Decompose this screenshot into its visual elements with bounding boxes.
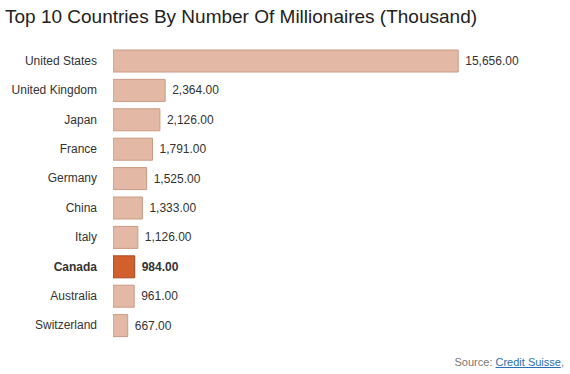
svg-text:2,364.00: 2,364.00 — [172, 83, 219, 97]
svg-text:1,333.00: 1,333.00 — [149, 201, 196, 215]
svg-text:Australia: Australia — [50, 289, 97, 303]
svg-text:Canada: Canada — [54, 260, 98, 274]
svg-text:Germany: Germany — [48, 171, 97, 185]
svg-text:Italy: Italy — [75, 230, 97, 244]
svg-text:1,126.00: 1,126.00 — [145, 230, 192, 244]
svg-text:United Kingdom: United Kingdom — [12, 83, 97, 97]
svg-text:Japan: Japan — [64, 113, 97, 127]
svg-text:667.00: 667.00 — [135, 319, 172, 333]
svg-text:984.00: 984.00 — [142, 260, 179, 274]
html-text:Top 10 Countries By Number Of: Top 10 Countries By Number Of Millionair… — [5, 6, 477, 27]
svg-text:France: France — [60, 142, 98, 156]
svg-text:1,791.00: 1,791.00 — [159, 142, 206, 156]
html-text:Source: Credit Suisse,: Source: Credit Suisse, — [454, 356, 564, 368]
svg-text:15,656.00: 15,656.00 — [465, 54, 519, 68]
svg-text:961.00: 961.00 — [141, 289, 178, 303]
svg-text:United States: United States — [25, 54, 97, 68]
svg-text:China: China — [66, 201, 98, 215]
svg-text:Switzerland: Switzerland — [35, 318, 97, 332]
svg-text:1,525.00: 1,525.00 — [154, 172, 201, 186]
svg-text:2,126.00: 2,126.00 — [167, 113, 214, 127]
